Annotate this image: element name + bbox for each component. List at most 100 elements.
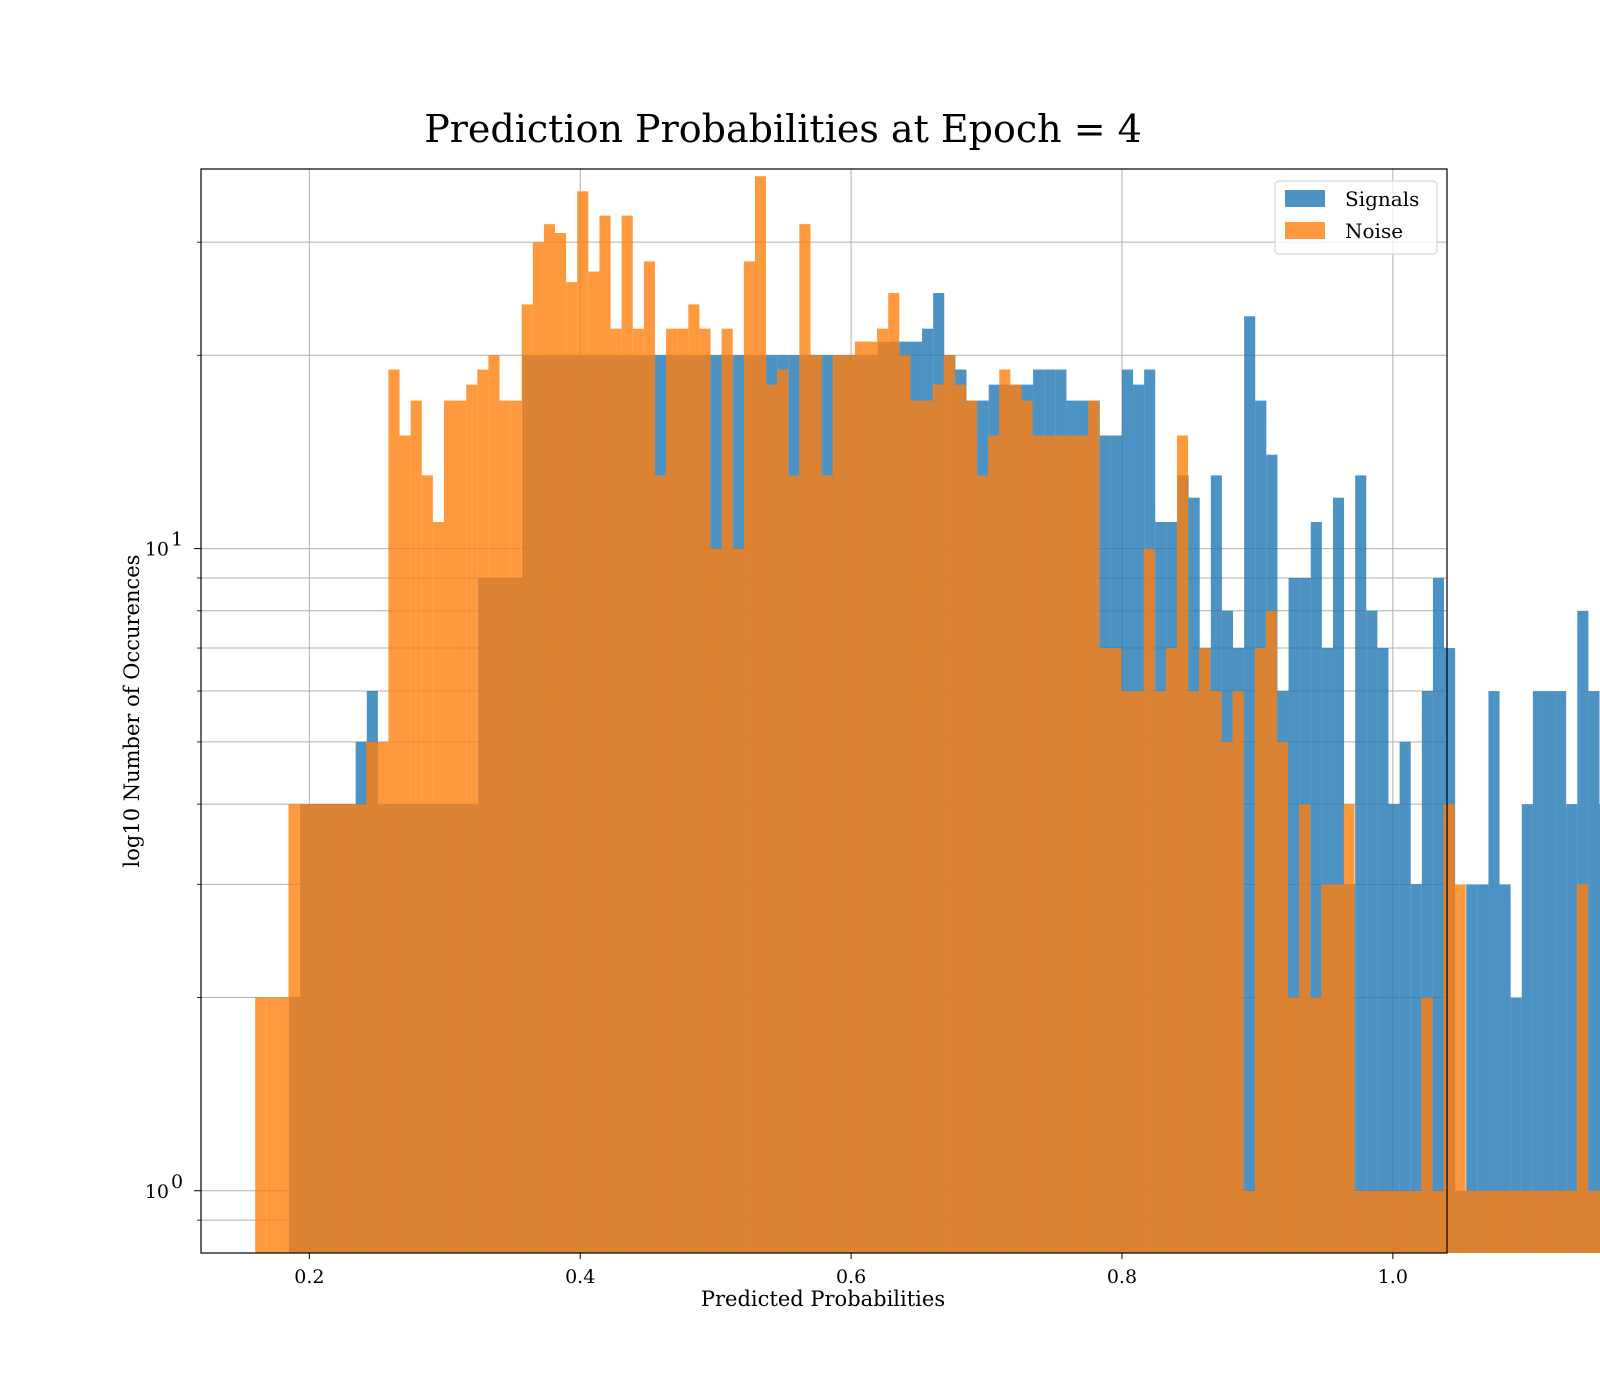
axes-frame [200,168,1448,1254]
histogram-bar [577,191,589,1254]
histogram-bar [1443,804,1455,1253]
histogram-bar [610,328,622,1253]
histogram-bar [532,242,544,1254]
histogram-bar [488,355,500,1253]
histogram-bar [1265,610,1277,1253]
histogram-bar [621,215,633,1253]
histogram-bar [1587,1190,1599,1253]
histogram-bar [1499,884,1511,1253]
histogram-bar [1588,691,1600,1253]
histogram-bar [1388,804,1400,1253]
histogram-bar [1555,691,1567,1253]
histogram-bar [1221,741,1233,1253]
histogram-bar [1543,691,1556,1253]
histogram-bar [399,435,411,1253]
histogram-bar [843,355,855,1253]
histogram-bar [1276,741,1288,1253]
histogram-bar [1487,1190,1500,1253]
histogram-bar [1121,691,1133,1253]
histogram-bar [1343,804,1355,1253]
histogram-bar [1566,804,1578,1253]
histogram-bar [1376,1190,1388,1253]
histogram-bar [1510,1190,1522,1253]
histogram-bar [1399,1190,1411,1253]
y-tick-exponent: 0 [171,1171,183,1193]
histogram-bar [1510,997,1522,1253]
histogram-bar [510,400,522,1253]
x-tick-labels: 0.2 0.4 0.6 0.8 1.0 [294,1253,1408,1288]
x-tick-label: 0.2 [294,1266,324,1288]
histogram-bar [632,328,644,1253]
legend-swatch-noise [1285,222,1325,239]
x-tick-label: 0.4 [565,1266,595,1288]
histogram-bar [788,475,800,1254]
histogram-bar [1210,691,1222,1253]
bars [255,176,1600,1254]
histogram-bar [877,328,889,1253]
histogram-bar [1366,610,1378,1253]
histogram-bar [1499,1190,1511,1253]
histogram-bar [1199,648,1211,1253]
legend-label-signals: Signals [1345,187,1419,211]
histogram-bar [1176,435,1189,1253]
histogram-bar [555,233,567,1253]
histogram-bar [1076,435,1089,1253]
histogram-bar [277,997,289,1253]
y-tick-label: 10 [145,1181,169,1203]
histogram-bar [688,304,700,1254]
histogram-bar [1165,648,1177,1253]
histogram-bar [899,355,911,1253]
histogram-bar [566,282,578,1254]
histogram-bar [1299,804,1311,1253]
histogram-bar [954,384,966,1254]
histogram-bar [854,341,866,1253]
histogram-bar [932,384,944,1254]
histogram-bar [266,997,278,1253]
histogram-bar [1432,1190,1444,1253]
histogram-bar [1576,884,1588,1253]
histogram-bar [1598,1190,1600,1253]
x-tick-label: 0.6 [836,1266,866,1288]
histogram-bar [965,400,978,1253]
y-tick-label: 10 [145,539,169,561]
histogram-bar [1377,648,1389,1253]
histogram-bar [344,804,356,1253]
histogram-bar [1099,648,1111,1253]
histogram-bar [1154,691,1166,1253]
histogram-bar [777,369,789,1253]
histogram-bar [255,997,267,1253]
histogram-bar [754,176,767,1254]
histogram-bar [699,328,711,1253]
histogram-bar [1543,1190,1555,1253]
histogram-bar [443,400,456,1253]
x-tick-label: 1.0 [1378,1266,1408,1288]
histogram-bar [1310,997,1322,1253]
histogram-bar [821,475,833,1254]
x-tick-label: 0.8 [1107,1266,1137,1288]
histogram-bar [377,741,389,1253]
histogram-bar [1565,1190,1577,1253]
histogram-bar [466,384,478,1254]
histogram-bar [643,261,655,1254]
histogram-bar [1454,884,1466,1253]
histogram-bar [1332,884,1344,1253]
histogram-bar [421,475,433,1254]
histogram-bar [999,369,1011,1253]
histogram-bar [732,548,744,1253]
histogram-bar [432,521,444,1253]
x-axis-label: Predicted Probabilities [701,1287,945,1311]
histogram-bar [1288,577,1300,1253]
histogram-bar [1254,648,1266,1253]
histogram-bar [410,400,422,1253]
histogram-bar [599,215,611,1253]
histogram-bar [1010,384,1022,1254]
histogram-bar [1387,1190,1400,1253]
histogram-bar [1310,521,1322,1253]
histogram-bar [366,741,378,1253]
histogram-bar [1410,884,1422,1253]
histogram-bar [1332,497,1345,1253]
histogram-bar [1466,884,1478,1253]
histogram-bar [988,435,1000,1253]
